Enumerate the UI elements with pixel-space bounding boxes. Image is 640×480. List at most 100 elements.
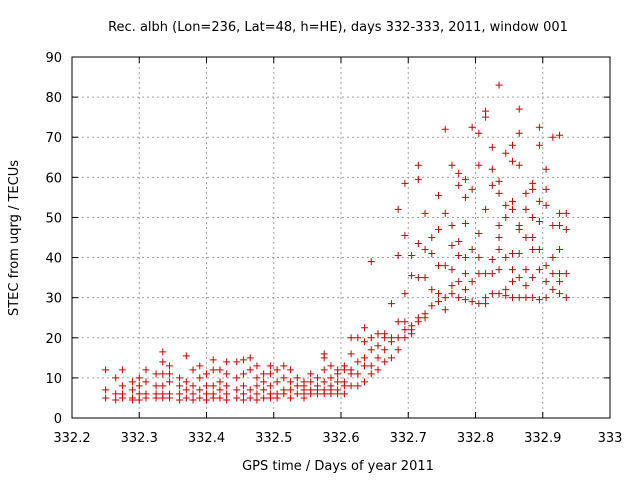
data-points: [102, 81, 570, 404]
data-point: [387, 338, 395, 346]
data-point: [515, 274, 523, 282]
data-point: [529, 234, 537, 241]
data-point: [334, 378, 342, 386]
data-point: [182, 394, 190, 402]
plot-frame: [71, 56, 611, 419]
data-point: [394, 318, 402, 326]
data-point: [176, 374, 184, 382]
data-point: [327, 390, 335, 398]
data-point: [515, 105, 523, 113]
data-point: [253, 382, 261, 390]
data-point: [535, 296, 543, 304]
data-point: [495, 221, 503, 229]
data-point: [135, 382, 143, 390]
data-point: [529, 294, 537, 302]
data-point: [468, 123, 476, 131]
data-point: [159, 348, 167, 356]
data-point: [387, 354, 395, 362]
y-tick-label: 90: [45, 51, 62, 66]
data-point: [535, 141, 543, 149]
data-point: [233, 374, 241, 382]
data-point: [495, 266, 503, 274]
data-point: [508, 266, 516, 274]
data-point: [166, 370, 174, 378]
data-point: [508, 141, 516, 149]
data-point: [196, 386, 204, 394]
data-point: [482, 270, 490, 278]
data-point: [488, 181, 496, 189]
data-point: [468, 278, 476, 286]
data-point: [176, 396, 184, 404]
x-tick-label: 332.6: [322, 431, 359, 446]
data-point: [549, 270, 557, 278]
data-point: [293, 374, 301, 382]
data-point: [280, 390, 288, 398]
data-point: [401, 231, 409, 239]
data-point: [515, 161, 523, 169]
tick-labels: 332.2 332.3 332.4 332.5 332.6 332.7 332.8 332.9…: [45, 51, 622, 446]
data-point: [475, 129, 483, 137]
y-tick-label: 70: [45, 131, 62, 146]
data-point: [246, 366, 254, 374]
data-point: [246, 394, 254, 402]
data-point: [273, 378, 281, 386]
data-point: [189, 382, 197, 390]
data-point: [562, 209, 570, 217]
data-point: [142, 378, 150, 386]
data-point: [280, 374, 288, 382]
data-point: [361, 362, 369, 370]
data-point: [556, 209, 564, 217]
data-point: [152, 382, 160, 390]
data-point: [562, 294, 570, 302]
data-point: [189, 396, 197, 404]
data-point: [374, 366, 382, 374]
data-point: [135, 390, 143, 398]
data-point: [408, 330, 416, 338]
data-point: [549, 286, 557, 294]
data-point: [515, 225, 523, 233]
data-point: [495, 177, 503, 185]
data-point: [394, 252, 402, 260]
data-point: [320, 366, 328, 374]
data-point: [394, 205, 402, 213]
data-point: [482, 300, 490, 308]
data-point: [260, 394, 268, 402]
data-point: [475, 270, 483, 278]
data-point: [135, 374, 143, 382]
data-point: [347, 334, 355, 342]
data-point: [196, 394, 204, 402]
data-point: [203, 370, 210, 378]
data-point: [142, 394, 150, 402]
data-point: [556, 290, 564, 298]
data-point: [334, 390, 342, 398]
y-tick-label: 40: [45, 252, 62, 267]
data-point: [414, 274, 422, 282]
data-point: [307, 390, 315, 398]
data-point: [495, 246, 503, 254]
data-point: [216, 366, 224, 374]
data-point: [129, 378, 137, 386]
data-point: [203, 396, 210, 404]
y-tick-label: 50: [45, 211, 62, 226]
data-point: [239, 382, 247, 390]
data-point: [502, 201, 510, 209]
data-point: [166, 394, 174, 402]
data-point: [142, 366, 150, 374]
data-point: [428, 234, 436, 241]
data-point: [354, 370, 362, 378]
data-point: [508, 250, 516, 258]
data-point: [287, 394, 295, 402]
data-point: [461, 286, 469, 294]
data-point: [435, 225, 443, 233]
data-point: [448, 282, 456, 290]
data-point: [435, 298, 443, 306]
data-point: [455, 278, 463, 286]
data-point: [381, 346, 389, 354]
data-point: [549, 254, 557, 262]
data-point: [334, 370, 342, 378]
data-point: [502, 213, 510, 221]
data-point: [246, 386, 254, 394]
data-point: [461, 270, 469, 278]
data-point: [455, 238, 463, 246]
data-point: [428, 302, 436, 310]
